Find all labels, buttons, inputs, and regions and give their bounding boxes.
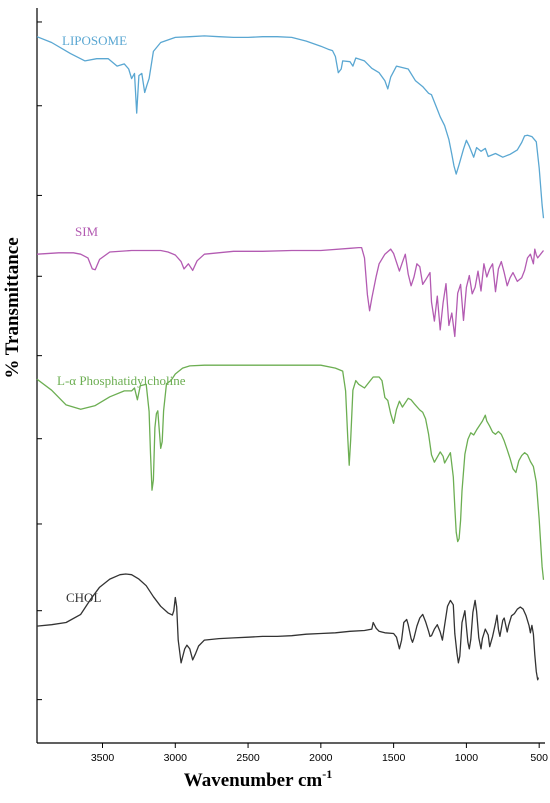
series-line-0 <box>36 35 545 219</box>
x-tick-label: 3000 <box>164 752 188 764</box>
axes: 3500 3000 2500 2000 1500 1000 500 <box>36 8 548 764</box>
x-tick-label: 2500 <box>236 752 260 764</box>
x-axis-title: Wavenumber cm-1 <box>184 767 332 791</box>
series-label-0: LIPOSOME <box>62 33 127 48</box>
x-axis-title-main: Wavenumber cm <box>184 770 323 791</box>
series-lines <box>36 35 545 681</box>
x-axis-title-superscript: -1 <box>322 767 332 781</box>
x-tick-label: 1500 <box>382 752 406 764</box>
x-tick-label: 500 <box>530 752 548 764</box>
series-label-2: L-α Phosphatidylcholine <box>57 373 186 388</box>
y-axis-title: % Transmittance <box>2 237 23 378</box>
x-tick-label: 1000 <box>455 752 479 764</box>
series-label-3: CHOL <box>66 590 101 605</box>
series-line-2 <box>36 364 545 580</box>
x-tick-label: 3500 <box>91 752 115 764</box>
labels: LIPOSOME SIM L-α Phosphatidylcholine CHOL <box>57 33 186 605</box>
series-line-1 <box>36 246 545 338</box>
series-label-1: SIM <box>75 224 99 239</box>
series-line-3 <box>36 573 540 681</box>
x-tick-label: 2000 <box>309 752 333 764</box>
